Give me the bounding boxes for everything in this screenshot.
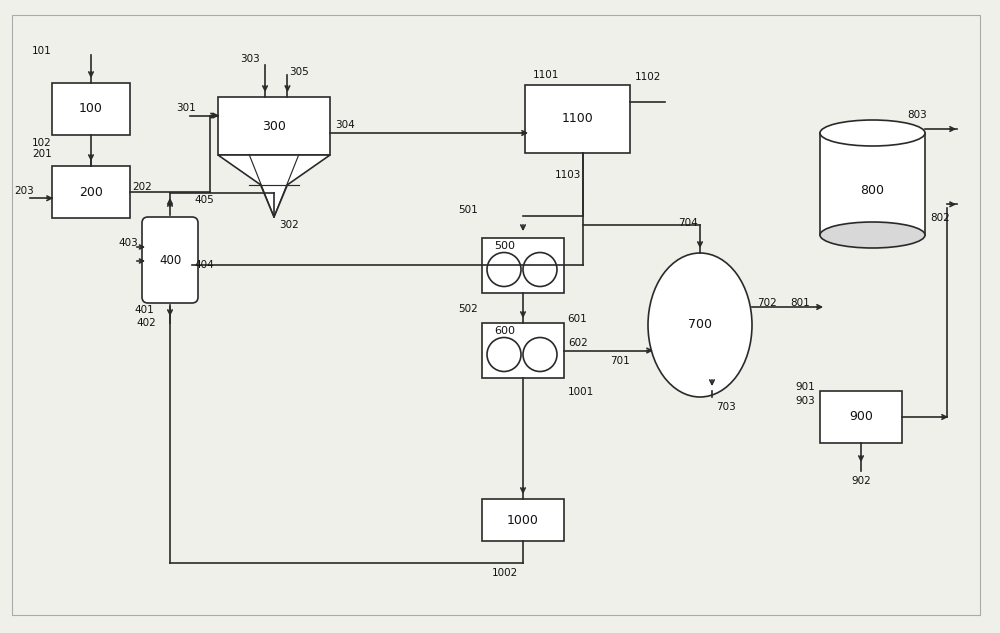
FancyBboxPatch shape [525, 85, 630, 153]
Text: 401: 401 [134, 305, 154, 315]
Text: 1102: 1102 [635, 72, 661, 82]
Ellipse shape [820, 120, 925, 146]
Text: 801: 801 [790, 298, 810, 308]
Text: 1000: 1000 [507, 513, 539, 527]
Polygon shape [218, 155, 330, 217]
Text: 703: 703 [716, 402, 736, 412]
FancyBboxPatch shape [52, 166, 130, 218]
Text: 903: 903 [795, 396, 815, 406]
Circle shape [487, 337, 521, 372]
Text: 102: 102 [32, 138, 52, 148]
Text: 1001: 1001 [568, 387, 594, 397]
Text: 704: 704 [678, 218, 698, 228]
Text: 405: 405 [194, 195, 214, 205]
Text: 1101: 1101 [533, 70, 559, 80]
Text: 502: 502 [458, 304, 478, 314]
FancyBboxPatch shape [820, 391, 902, 443]
Text: 800: 800 [860, 184, 885, 197]
Text: 701: 701 [610, 356, 630, 365]
FancyBboxPatch shape [820, 133, 925, 235]
Text: 101: 101 [32, 46, 52, 56]
Text: 203: 203 [14, 186, 34, 196]
Text: 201: 201 [32, 149, 52, 159]
Circle shape [523, 337, 557, 372]
FancyBboxPatch shape [52, 83, 130, 135]
Text: 500: 500 [494, 241, 515, 251]
Text: 302: 302 [279, 220, 299, 230]
Text: 100: 100 [79, 103, 103, 115]
Text: 700: 700 [688, 318, 712, 332]
Ellipse shape [648, 253, 752, 397]
Text: 803: 803 [907, 110, 927, 120]
Polygon shape [218, 97, 330, 155]
FancyBboxPatch shape [142, 217, 198, 303]
Text: 600: 600 [494, 326, 515, 336]
Text: 202: 202 [132, 182, 152, 192]
Text: 1103: 1103 [555, 170, 581, 180]
Text: 702: 702 [757, 298, 777, 308]
Text: 304: 304 [335, 120, 355, 130]
FancyBboxPatch shape [482, 323, 564, 378]
Text: 402: 402 [136, 318, 156, 328]
Text: 601: 601 [567, 314, 587, 324]
Text: 305: 305 [289, 67, 309, 77]
Text: 1002: 1002 [492, 568, 518, 578]
Text: 501: 501 [458, 205, 478, 215]
FancyBboxPatch shape [482, 499, 564, 541]
Text: 900: 900 [849, 410, 873, 423]
Text: 300: 300 [262, 120, 286, 132]
Text: 602: 602 [568, 337, 588, 348]
Text: 303: 303 [240, 54, 260, 64]
Text: 200: 200 [79, 185, 103, 199]
Circle shape [487, 253, 521, 287]
Text: 404: 404 [194, 260, 214, 270]
Text: 403: 403 [118, 238, 138, 248]
Text: 901: 901 [795, 382, 815, 392]
Ellipse shape [820, 222, 925, 248]
Text: 902: 902 [851, 476, 871, 486]
FancyBboxPatch shape [482, 238, 564, 293]
Circle shape [523, 253, 557, 287]
Text: 400: 400 [159, 253, 181, 266]
Text: 1100: 1100 [562, 113, 593, 125]
Text: 802: 802 [930, 213, 950, 223]
Text: 301: 301 [176, 103, 196, 113]
